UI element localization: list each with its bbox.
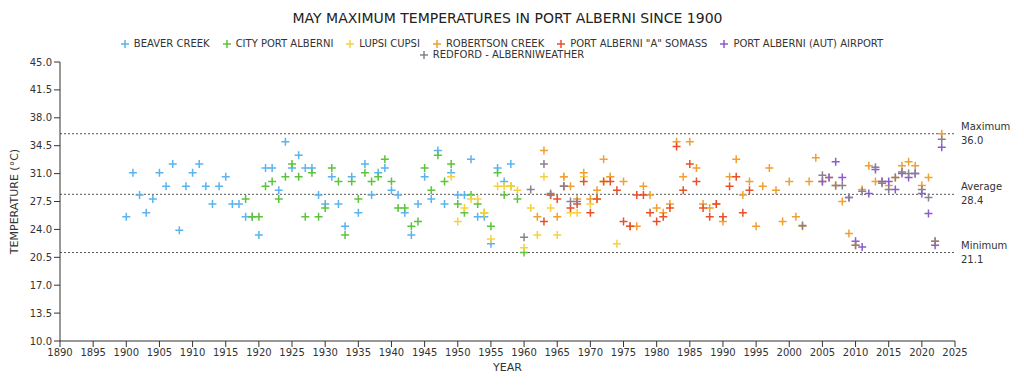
svg-text:21.1: 21.1 (961, 254, 983, 265)
svg-text:1985: 1985 (677, 347, 702, 358)
svg-text:13.5: 13.5 (30, 308, 52, 319)
svg-text:1975: 1975 (611, 347, 636, 358)
svg-text:31.0: 31.0 (30, 168, 52, 179)
svg-text:2015: 2015 (876, 347, 901, 358)
svg-text:1960: 1960 (511, 347, 536, 358)
html-text:BEAVER CREEK: BEAVER CREEK (133, 38, 210, 49)
svg-text:2005: 2005 (810, 347, 835, 358)
html-text:CITY PORT ALBERNI: CITY PORT ALBERNI (235, 38, 334, 49)
svg-text:1940: 1940 (379, 347, 404, 358)
svg-text:YEAR: YEAR (492, 361, 522, 374)
svg-text:Average: Average (961, 181, 1002, 192)
html-text:LUPSI CUPSI: LUPSI CUPSI (359, 38, 420, 49)
svg-text:1890: 1890 (47, 347, 72, 358)
svg-text:1955: 1955 (478, 347, 503, 358)
svg-text:2020: 2020 (909, 347, 934, 358)
svg-text:24.0: 24.0 (30, 224, 52, 235)
html-text:REDFORD - ALBERNIWEATHER: REDFORD - ALBERNIWEATHER (432, 49, 585, 60)
svg-text:1935: 1935 (346, 347, 371, 358)
svg-text:28.4: 28.4 (961, 195, 983, 206)
svg-text:1905: 1905 (147, 347, 172, 358)
svg-text:1980: 1980 (644, 347, 669, 358)
svg-text:41.5: 41.5 (30, 84, 52, 95)
svg-text:2025: 2025 (942, 347, 967, 358)
svg-text:1910: 1910 (180, 347, 205, 358)
svg-text:1945: 1945 (412, 347, 437, 358)
svg-text:1930: 1930 (312, 347, 337, 358)
svg-text:1990: 1990 (710, 347, 735, 358)
svg-text:Maximum: Maximum (961, 121, 1010, 132)
svg-text:34.5: 34.5 (30, 140, 52, 151)
svg-text:2000: 2000 (777, 347, 802, 358)
svg-text:27.5: 27.5 (30, 196, 52, 207)
svg-text:1970: 1970 (578, 347, 603, 358)
svg-text:1965: 1965 (544, 347, 569, 358)
svg-text:20.5: 20.5 (30, 252, 52, 263)
html-text:ROBERTSON CREEK: ROBERTSON CREEK (445, 38, 545, 49)
svg-text:1920: 1920 (246, 347, 271, 358)
svg-text:10.0: 10.0 (30, 336, 52, 347)
svg-text:1950: 1950 (445, 347, 470, 358)
svg-text:45.0: 45.0 (30, 57, 52, 68)
svg-text:2010: 2010 (843, 347, 868, 358)
svg-text:38.0: 38.0 (30, 112, 52, 123)
svg-text:1900: 1900 (114, 347, 139, 358)
svg-text:TEMPERATURE (°C): TEMPERATURE (°C) (8, 149, 21, 255)
svg-text:17.0: 17.0 (30, 280, 52, 291)
svg-text:Minimum: Minimum (961, 240, 1007, 251)
svg-text:1915: 1915 (213, 347, 238, 358)
html-text:PORT ALBERNI "A" SOMASS: PORT ALBERNI "A" SOMASS (570, 38, 708, 49)
svg-text:1895: 1895 (80, 347, 105, 358)
svg-text:36.0: 36.0 (961, 135, 983, 146)
html-text:PORT ALBERNI (AUT) AIRPORT: PORT ALBERNI (AUT) AIRPORT (733, 38, 884, 49)
svg-text:1995: 1995 (743, 347, 768, 358)
html-text:MAY MAXIMUM TEMPERATURES IN PO: MAY MAXIMUM TEMPERATURES IN PORT ALBERNI… (292, 10, 723, 26)
svg-text:1925: 1925 (279, 347, 304, 358)
